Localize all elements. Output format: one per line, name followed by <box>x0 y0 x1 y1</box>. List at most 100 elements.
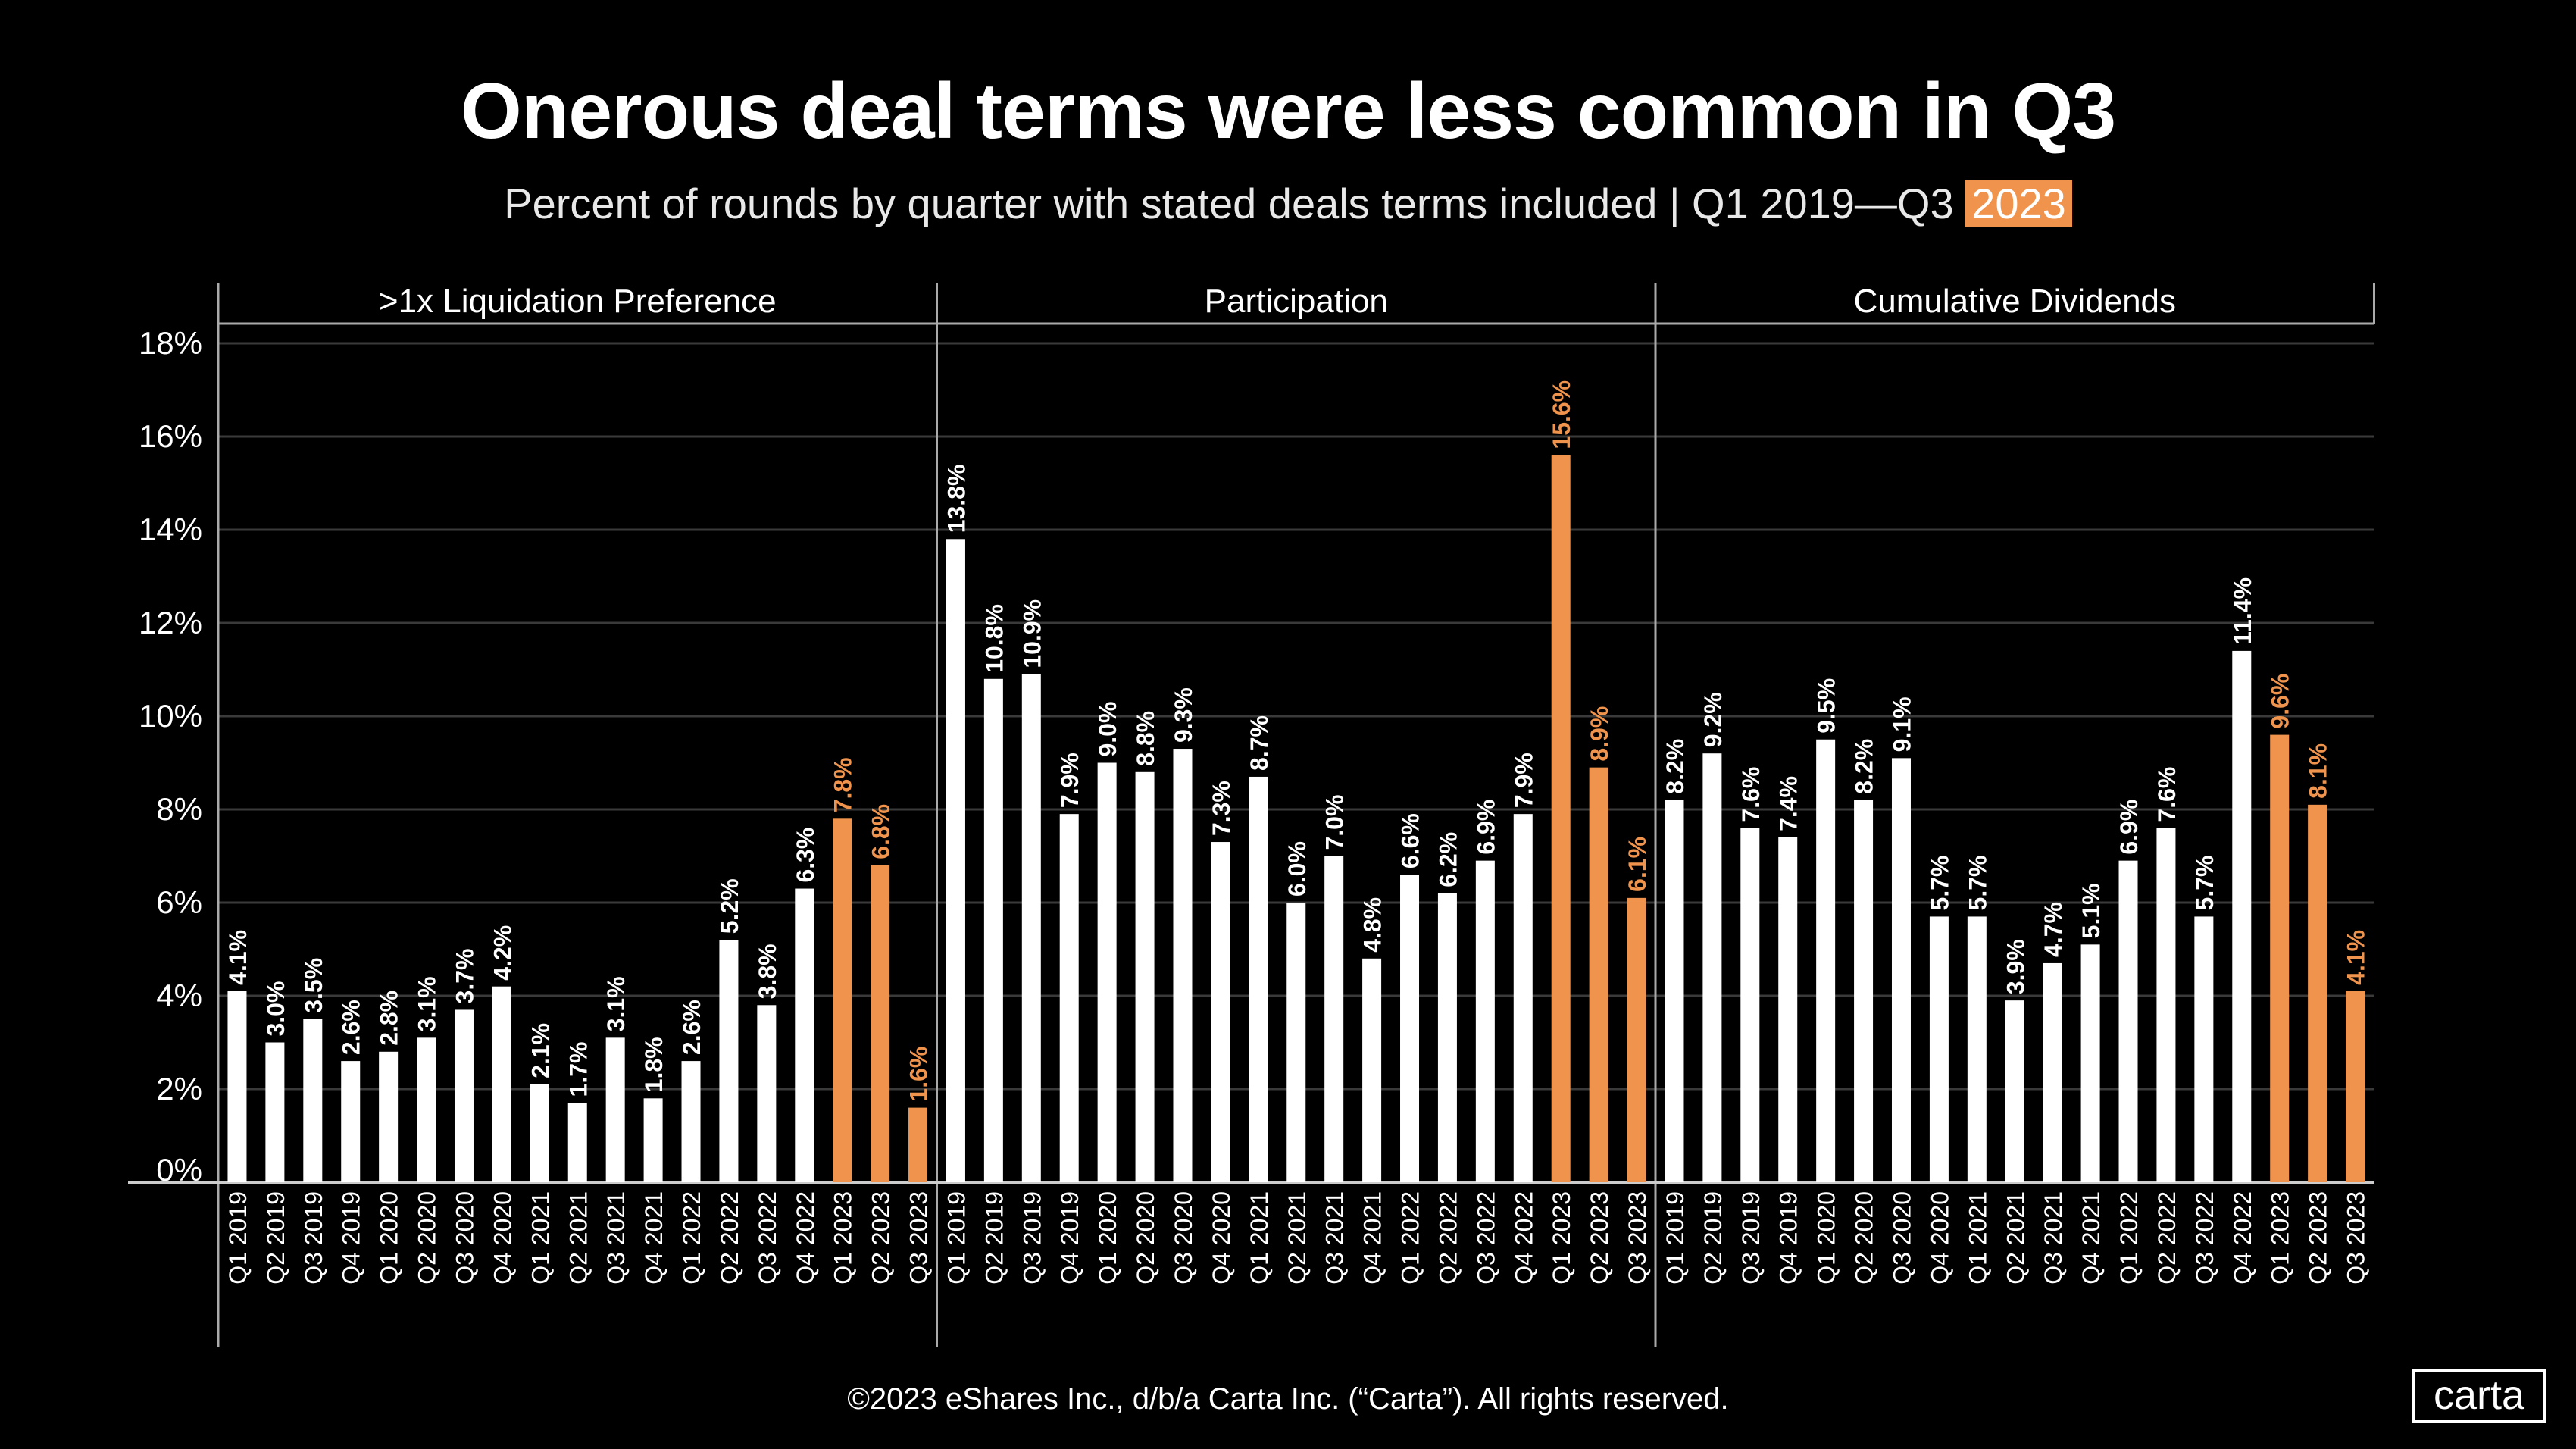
x-tick-label: Q3 2023 <box>1624 1191 1651 1285</box>
data-label: 5.7% <box>2191 856 2218 911</box>
bar <box>1437 893 1457 1182</box>
data-label: 9.2% <box>1699 692 1727 747</box>
data-label: 6.3% <box>792 828 819 883</box>
bar <box>1665 800 1684 1182</box>
x-tick-label: Q2 2021 <box>564 1191 592 1285</box>
x-tick-label: Q4 2022 <box>2229 1191 2256 1285</box>
bar <box>605 1037 625 1182</box>
data-label: 4.8% <box>1359 897 1386 953</box>
x-tick-label: Q3 2019 <box>1018 1191 1046 1285</box>
data-label: 11.4% <box>2229 577 2256 645</box>
data-label: 3.7% <box>451 949 478 1004</box>
data-label: 5.2% <box>716 878 743 934</box>
x-tick-label: Q3 2021 <box>1321 1191 1349 1285</box>
copyright-footer: ©2023 eShares Inc., d/b/a Carta Inc. (“C… <box>847 1382 1729 1416</box>
data-label: 7.0% <box>1321 795 1349 850</box>
bar <box>341 1061 361 1182</box>
data-label: 8.1% <box>2305 743 2332 799</box>
data-label: 5.1% <box>2077 883 2105 938</box>
data-label: 6.1% <box>1624 837 1651 892</box>
bar <box>1589 767 1608 1182</box>
y-tick-label: 6% <box>156 884 202 920</box>
bar <box>379 1051 399 1182</box>
x-tick-label: Q2 2019 <box>262 1191 289 1285</box>
x-tick-label: Q3 2019 <box>300 1191 327 1285</box>
x-tick-label: Q1 2022 <box>2115 1191 2143 1285</box>
data-label: 9.0% <box>1094 702 1121 757</box>
x-tick-label: Q1 2019 <box>1662 1191 1689 1285</box>
x-tick-label: Q2 2019 <box>1699 1191 1727 1285</box>
bar <box>2270 734 2290 1182</box>
data-label: 3.9% <box>2002 939 2029 994</box>
x-tick-label: Q1 2023 <box>830 1191 857 1285</box>
data-label: 4.7% <box>2040 902 2067 957</box>
bar <box>567 1103 587 1182</box>
bar <box>1627 897 1646 1182</box>
data-label: 6.2% <box>1434 832 1462 887</box>
bar <box>2043 962 2062 1182</box>
x-tick-label: Q1 2023 <box>2267 1191 2294 1285</box>
x-tick-label: Q1 2022 <box>1397 1191 1424 1285</box>
data-label: 5.7% <box>1926 856 1953 911</box>
x-tick-label: Q2 2022 <box>2153 1191 2181 1285</box>
x-tick-label: Q4 2021 <box>1359 1191 1386 1285</box>
y-tick-label: 10% <box>139 698 202 734</box>
bar <box>1929 916 1949 1182</box>
y-tick-label: 12% <box>139 605 202 640</box>
data-label: 6.8% <box>868 804 895 859</box>
bar <box>1816 739 1836 1182</box>
data-label: 6.9% <box>2115 800 2143 855</box>
x-tick-label: Q3 2023 <box>905 1191 933 1285</box>
data-label: 7.8% <box>830 757 857 812</box>
data-label: 9.1% <box>1888 696 1915 752</box>
bar <box>946 539 965 1182</box>
subtitle-highlight: 2023 <box>1965 180 2072 227</box>
x-tick-label: Q2 2023 <box>1586 1191 1613 1285</box>
data-label: 7.4% <box>1775 776 1802 831</box>
bar <box>265 1042 285 1182</box>
x-tick-label: Q2 2021 <box>1283 1191 1311 1285</box>
data-label: 8.2% <box>1851 739 1878 794</box>
x-tick-label: Q3 2021 <box>2040 1191 2067 1285</box>
x-tick-label: Q2 2020 <box>1851 1191 1878 1285</box>
y-tick-label: 2% <box>156 1071 202 1106</box>
x-tick-label: Q4 2019 <box>1056 1191 1083 1285</box>
bar <box>757 1005 777 1182</box>
bar <box>1211 842 1230 1182</box>
data-label: 1.6% <box>905 1047 933 1102</box>
x-tick-label: Q2 2023 <box>2305 1191 2332 1285</box>
subtitle-text: Percent of rounds by quarter with stated… <box>504 180 1966 227</box>
bar <box>417 1037 436 1182</box>
data-label: 6.6% <box>1397 813 1424 868</box>
data-label: 7.9% <box>1510 753 1537 808</box>
bar <box>681 1061 701 1182</box>
bar <box>2005 1000 2024 1182</box>
x-tick-label: Q3 2019 <box>1737 1191 1765 1285</box>
bar <box>2232 650 2252 1182</box>
data-label: 2.1% <box>527 1023 554 1078</box>
data-label: 1.7% <box>564 1042 592 1097</box>
bar <box>833 818 852 1182</box>
y-tick-label: 8% <box>156 791 202 827</box>
x-tick-label: Q3 2023 <box>2343 1191 2370 1285</box>
data-label: 1.8% <box>640 1037 667 1092</box>
data-label: 2.6% <box>338 1000 365 1055</box>
x-tick-label: Q3 2020 <box>1170 1191 1197 1285</box>
bar <box>2308 804 2327 1182</box>
bar <box>1778 837 1798 1182</box>
x-tick-label: Q2 2020 <box>1132 1191 1159 1285</box>
bar <box>1854 800 1874 1182</box>
bar <box>795 888 814 1182</box>
bar <box>1475 860 1495 1182</box>
bar <box>1362 958 1382 1182</box>
data-label: 5.7% <box>1964 856 1991 911</box>
data-label: 4.1% <box>224 930 252 985</box>
bar <box>908 1107 928 1182</box>
bar <box>492 986 511 1182</box>
panel-title: >1x Liquidation Preference <box>379 283 777 320</box>
x-tick-label: Q3 2022 <box>1472 1191 1499 1285</box>
x-tick-label: Q4 2019 <box>338 1191 365 1285</box>
bar <box>454 1009 474 1182</box>
bar <box>1891 758 1911 1182</box>
bar <box>1249 776 1268 1182</box>
